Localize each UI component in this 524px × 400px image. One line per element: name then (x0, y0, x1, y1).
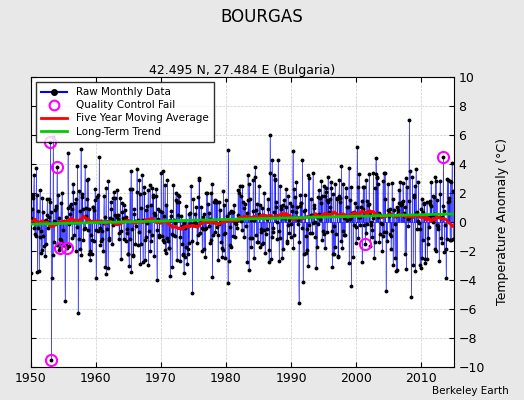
Title: 42.495 N, 27.484 E (Bulgaria): 42.495 N, 27.484 E (Bulgaria) (149, 64, 335, 77)
Y-axis label: Temperature Anomaly (°C): Temperature Anomaly (°C) (496, 138, 509, 306)
Text: BOURGAS: BOURGAS (221, 8, 303, 26)
Text: Berkeley Earth: Berkeley Earth (432, 386, 508, 396)
Legend: Raw Monthly Data, Quality Control Fail, Five Year Moving Average, Long-Term Tren: Raw Monthly Data, Quality Control Fail, … (36, 82, 214, 142)
